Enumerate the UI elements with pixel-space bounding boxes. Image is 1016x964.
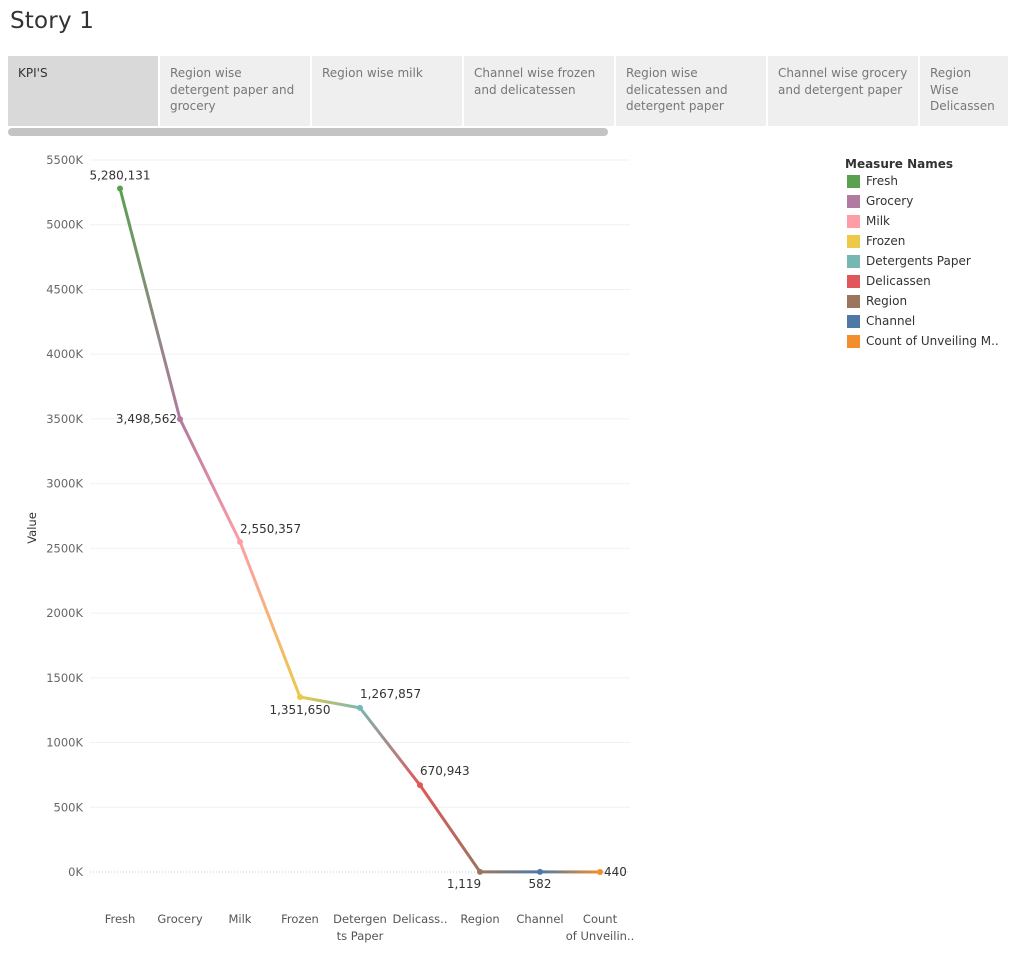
data-label: 1,351,650 [269,703,330,717]
story-title: Story 1 [10,8,95,34]
data-point [117,185,123,192]
x-tick-label: Detergen ts Paper [333,912,387,943]
legend-label: Count of Unveiling M.. [866,334,999,348]
y-tick-label: 2500K [46,541,83,555]
y-tick-label: 2000K [46,606,83,620]
data-point [537,868,543,875]
data-label: 1,119 [447,877,481,891]
data-point [597,868,603,875]
legend-label: Delicassen [866,274,931,288]
x-tick-label: Milk [229,912,252,926]
y-tick-label: 3000K [46,477,83,491]
story-tab-5[interactable]: Region wise delicatessen and detergent p… [616,56,766,126]
line-chart: 0K 500K 1000K 1500K 2000K 2500K 3000K 3500K 4000… [25,153,635,943]
story-tab-4[interactable]: Channel wise frozen and delicatessen [464,56,614,126]
legend-item[interactable]: Detergents Paper [845,254,971,274]
legend-swatch [847,295,860,308]
data-point [177,416,183,423]
line-segment [118,186,182,421]
data-label: 3,498,562 [116,412,177,426]
legend-label: Milk [866,214,890,228]
legend-swatch [847,255,860,268]
story-tab-label: Region wise milk [322,66,423,80]
data-label: 440 [604,865,627,879]
x-tick-label: Fresh [105,912,136,926]
legend-item[interactable]: Milk [845,214,953,234]
story-tab-label: KPI'S [18,66,48,80]
data-label: 5,280,131 [89,168,150,182]
data-label: 2,550,357 [240,522,301,536]
y-tick-label: 3500K [46,412,83,426]
tabs-scrollbar[interactable] [8,128,608,136]
x-tick-label: Grocery [157,912,203,926]
line-segment [178,417,242,544]
legend-item[interactable]: Channel [845,314,953,334]
story-tab-label: Region wise detergent paper and grocery [170,66,295,113]
story-tabs: KPI'S Region wise detergent paper and gro… [8,56,1008,126]
data-point [357,704,363,711]
legend: Measure Names Fresh Grocery Milk Frozen Dete… [845,157,999,354]
story-tab-label: Region Wise Delicassen [930,66,995,113]
y-tick-label: 5000K [46,218,83,232]
legend-label: Grocery [866,194,914,208]
legend-item[interactable]: Grocery [845,194,953,214]
data-label: 670,943 [420,764,470,778]
line-segment [298,695,362,710]
legend-swatch [847,235,860,248]
legend-item[interactable]: Delicassen [845,274,953,294]
y-tick-label: 0K [68,865,83,879]
data-point [297,694,303,701]
data-label: 582 [529,877,552,891]
y-tick-label: 1500K [46,671,83,685]
data-point [237,538,243,545]
y-tick-label: 4000K [46,347,83,361]
legend-item[interactable]: Region [845,294,953,314]
story-tab-1[interactable]: KPI'S [8,56,158,126]
tabs-scrollbar-thumb[interactable] [8,128,608,136]
legend-swatch [847,275,860,288]
y-axis-title: Value [25,512,39,544]
y-tick-label: 1000K [46,736,83,750]
story-tab-label: Region wise delicatessen and detergent p… [626,66,728,113]
line-segment [358,706,422,787]
legend-swatch [847,315,860,328]
legend-label: Channel [866,314,916,328]
legend-label: Fresh [866,174,898,188]
y-tick-label: 5500K [46,153,83,167]
data-label: 1,267,857 [360,687,421,701]
story-tab-label: Channel wise grocery and detergent paper [778,66,908,97]
x-tick-label: Delicass.. [393,912,448,926]
legend-item[interactable]: Count of Unveiling M.. [845,334,999,354]
legend-swatch [847,335,860,348]
legend-item[interactable]: Fresh [845,174,953,194]
legend-label: Detergents Paper [866,254,971,268]
x-tick-label: Frozen [281,912,319,926]
x-tick-label: Count of Unveilin.. [566,912,635,943]
story-tab-7[interactable]: Region Wise Delicassen [920,56,1008,126]
x-tick-label: Channel [516,912,563,926]
legend-swatch [847,175,860,188]
y-tick-label: 500K [54,800,84,814]
story-tab-2[interactable]: Region wise detergent paper and grocery [160,56,310,126]
x-tick-label: Region [460,912,499,926]
story-tab-label: Channel wise frozen and delicatessen [474,66,596,97]
y-tick-label: 4500K [46,282,83,296]
legend-swatch [847,215,860,228]
legend-label: Frozen [866,234,906,248]
data-point [477,868,483,875]
story-tab-6[interactable]: Channel wise grocery and detergent paper [768,56,918,126]
line-segment [418,783,482,874]
legend-label: Region [866,294,908,308]
line-segment [238,540,302,699]
legend-item[interactable]: Frozen [845,234,953,254]
data-point [417,782,423,789]
legend-swatch [847,195,860,208]
story-tab-3[interactable]: Region wise milk [312,56,462,126]
legend-title: Measure Names [845,157,954,171]
